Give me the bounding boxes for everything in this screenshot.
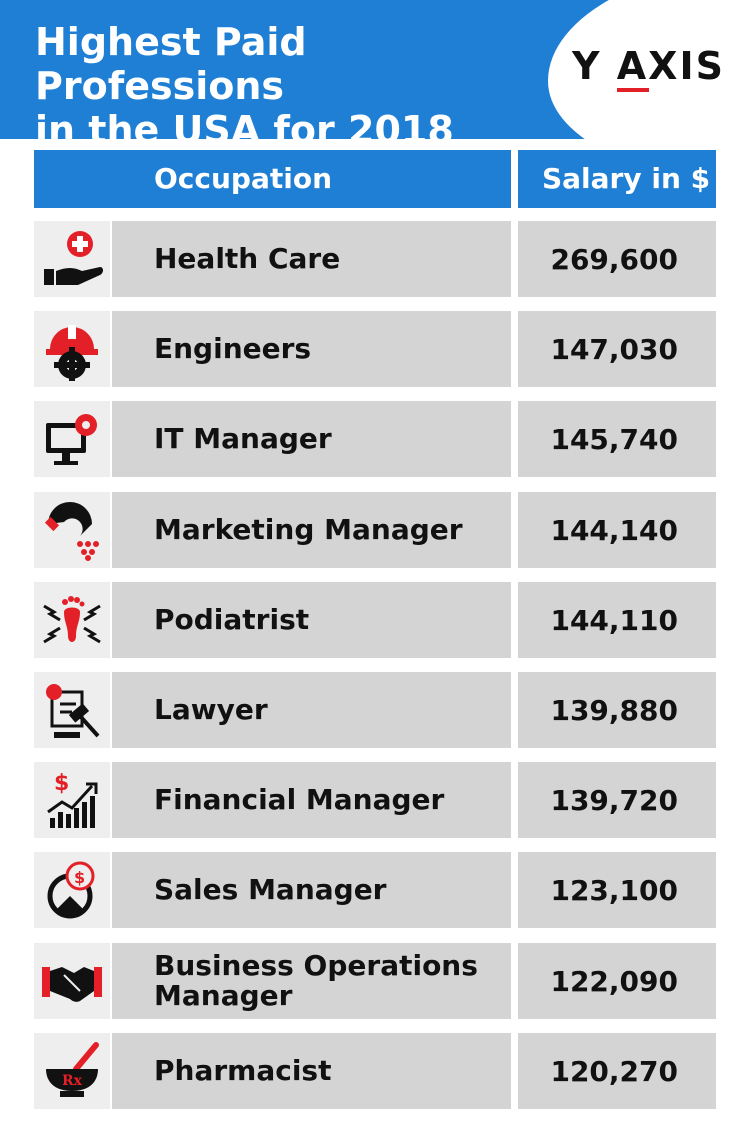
salary-value: 122,090	[550, 964, 678, 998]
occupation-cell: Sales Manager	[112, 852, 511, 928]
salary-cell: 139,880	[518, 672, 716, 748]
occupation-icon-cell	[34, 852, 110, 928]
occupation-name: Financial Manager	[154, 783, 445, 816]
salary-cell: 120,270	[518, 1033, 716, 1109]
occupation-name: Marketing Manager	[154, 513, 463, 546]
table-row: Financial Manager 139,720	[34, 762, 716, 838]
salary-value: 139,880	[550, 693, 678, 727]
salary-cell: 269,600	[518, 221, 716, 297]
healthcare-hand-icon	[40, 227, 104, 291]
salary-value: 120,270	[550, 1054, 678, 1088]
occupation-icon-cell	[34, 492, 110, 568]
foot-icon	[40, 588, 104, 652]
occupation-icon-cell	[34, 943, 110, 1019]
occupation-cell: Financial Manager	[112, 762, 511, 838]
salary-value: 144,110	[550, 603, 678, 637]
occupation-header: Occupation	[34, 150, 511, 208]
occupation-cell: Business Operations Manager	[112, 943, 511, 1019]
table-row: Marketing Manager 144,140	[34, 492, 716, 568]
logo-area	[548, 0, 752, 139]
salary-value: 144,140	[550, 513, 678, 547]
occupation-name: Sales Manager	[154, 873, 387, 906]
salary-value: 123,100	[550, 873, 678, 907]
occupation-cell: Marketing Manager	[112, 492, 511, 568]
table-row: Pharmacist 120,270	[34, 1033, 716, 1109]
occupation-icon-cell	[34, 672, 110, 748]
salary-cell: 139,720	[518, 762, 716, 838]
salary-cell: 145,740	[518, 401, 716, 477]
occupation-icon-cell	[34, 1033, 110, 1109]
engineer-helmet-gear-icon	[40, 317, 104, 381]
gavel-certificate-icon	[40, 678, 104, 742]
occupation-cell: Pharmacist	[112, 1033, 511, 1109]
occupation-cell: Lawyer	[112, 672, 511, 748]
yaxis-logo: Y AXIS	[572, 44, 725, 88]
table-row: Business Operations Manager 122,090	[34, 943, 716, 1019]
occupation-name: Pharmacist	[154, 1054, 332, 1087]
logo-underline	[617, 88, 649, 92]
occupation-name: IT Manager	[154, 422, 332, 455]
title-line-1: Highest Paid Professions	[35, 20, 307, 108]
salary-value: 147,030	[550, 332, 678, 366]
occupation-header-label: Occupation	[154, 162, 333, 195]
occupation-icon-cell	[34, 762, 110, 838]
salary-header: Salary in $	[518, 150, 716, 208]
occupation-name: Lawyer	[154, 693, 268, 726]
salary-value: 269,600	[550, 242, 678, 276]
occupation-icon-cell	[34, 582, 110, 658]
salary-cell: 123,100	[518, 852, 716, 928]
occupation-name: Business Operations Manager	[154, 949, 478, 1012]
table-row: Lawyer 139,880	[34, 672, 716, 748]
salary-cell: 122,090	[518, 943, 716, 1019]
table-row: Engineers 147,030	[34, 311, 716, 387]
table-row: Health Care 269,600	[34, 221, 716, 297]
salary-header-label: Salary in $	[542, 162, 711, 195]
monitor-gear-icon	[40, 407, 104, 471]
table-row: Sales Manager 123,100	[34, 852, 716, 928]
title-banner: Highest Paid Professions in the USA for …	[0, 0, 752, 139]
occupation-name: Health Care	[154, 242, 341, 275]
mortar-pestle-rx-icon	[40, 1039, 104, 1103]
page-title: Highest Paid Professions in the USA for …	[35, 20, 555, 139]
occupation-cell: Health Care	[112, 221, 511, 297]
table-row: Podiatrist 144,110	[34, 582, 716, 658]
dollar-growth-chart-icon	[40, 768, 104, 832]
occupation-name: Engineers	[154, 332, 312, 365]
occupation-icon-cell	[34, 311, 110, 387]
salary-cell: 147,030	[518, 311, 716, 387]
salary-cell: 144,110	[518, 582, 716, 658]
magnet-icon	[40, 498, 104, 562]
salary-cell: 144,140	[518, 492, 716, 568]
salary-value: 145,740	[550, 422, 678, 456]
salary-value: 139,720	[550, 783, 678, 817]
occupation-cell: Podiatrist	[112, 582, 511, 658]
table-row: IT Manager 145,740	[34, 401, 716, 477]
occupation-cell: Engineers	[112, 311, 511, 387]
occupation-icon-cell	[34, 401, 110, 477]
handshake-icon	[40, 949, 104, 1013]
occupation-cell: IT Manager	[112, 401, 511, 477]
dollar-pie-icon	[40, 858, 104, 922]
occupation-icon-cell	[34, 221, 110, 297]
title-line-2: in the USA for 2018	[35, 108, 454, 139]
occupation-name: Podiatrist	[154, 603, 310, 636]
